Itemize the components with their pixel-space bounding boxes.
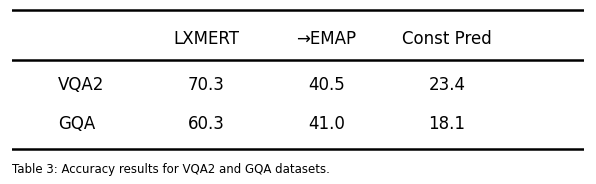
Text: LXMERT: LXMERT xyxy=(173,30,240,48)
Text: Table 3: Accuracy results for VQA2 and GQA datasets.: Table 3: Accuracy results for VQA2 and G… xyxy=(12,163,330,176)
Text: →EMAP: →EMAP xyxy=(297,30,356,48)
Text: 60.3: 60.3 xyxy=(188,115,225,133)
Text: 23.4: 23.4 xyxy=(429,76,465,94)
Text: Const Pred: Const Pred xyxy=(402,30,492,48)
Text: 18.1: 18.1 xyxy=(429,115,465,133)
Text: 41.0: 41.0 xyxy=(308,115,345,133)
Text: 40.5: 40.5 xyxy=(308,76,345,94)
Text: 70.3: 70.3 xyxy=(188,76,225,94)
Text: VQA2: VQA2 xyxy=(58,76,104,94)
Text: GQA: GQA xyxy=(58,115,95,133)
